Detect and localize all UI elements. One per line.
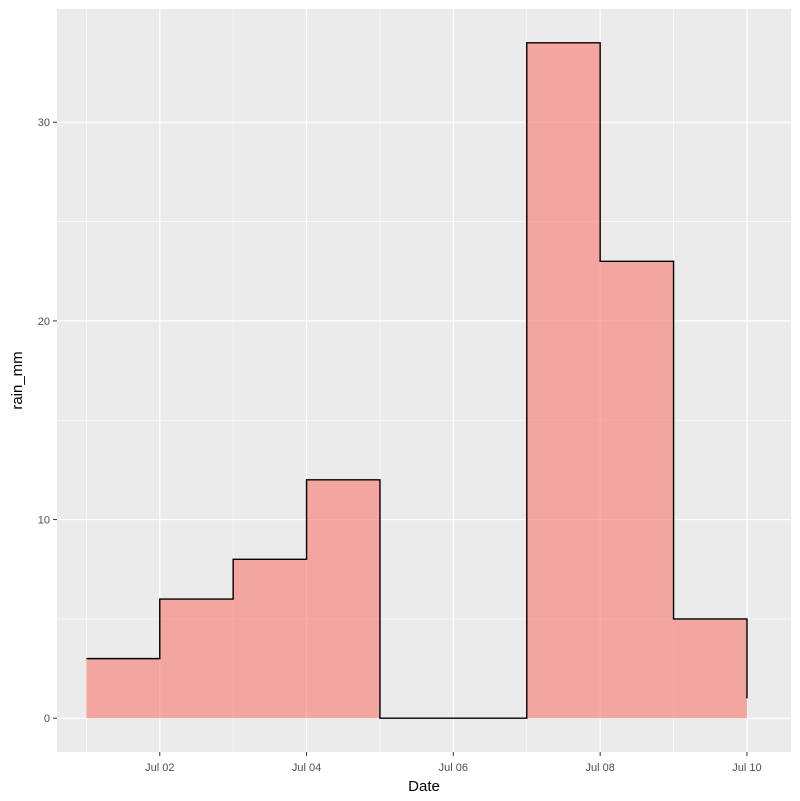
x-axis-title: Date [408,778,440,795]
x-tick-label: Jul 04 [292,762,321,774]
x-tick-label: Jul 02 [145,762,174,774]
x-tick-label: Jul 10 [732,762,761,774]
x-axis: Jul 02 Jul 04 Jul 06 Jul 08 Jul 10 [145,752,762,774]
y-tick-label: 30 [38,117,50,129]
y-tick-label: 20 [38,316,50,328]
rain-step-line [86,42,748,719]
rain-area [86,42,747,719]
y-tick-label: 10 [38,515,50,527]
y-axis: 0 10 20 30 [38,117,57,725]
y-tick-label: 0 [44,713,50,725]
y-axis-title: rain_mm [9,351,26,409]
x-tick-label: Jul 06 [439,762,468,774]
x-tick-label: Jul 08 [585,762,614,774]
